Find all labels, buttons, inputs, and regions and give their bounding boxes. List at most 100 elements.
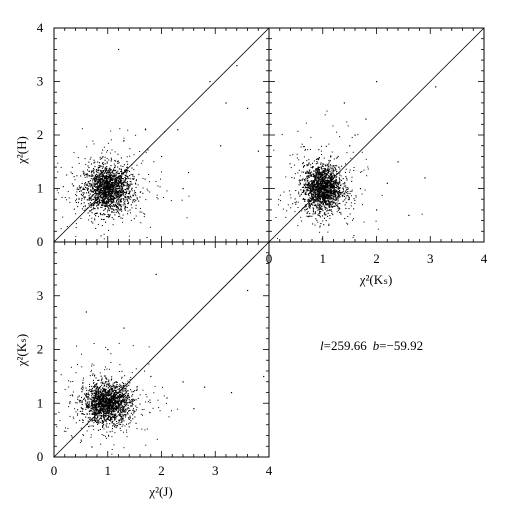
data-point: [112, 185, 114, 187]
data-point: [324, 185, 326, 187]
outlier-point: [376, 81, 378, 83]
data-point: [317, 167, 319, 169]
data-point: [108, 215, 110, 217]
data-point: [118, 188, 120, 190]
data-point: [124, 192, 126, 194]
data-point: [134, 199, 136, 201]
data-point: [112, 201, 114, 203]
data-point: [325, 201, 327, 203]
data-point: [101, 157, 103, 159]
data-point: [337, 188, 339, 190]
data-point: [105, 195, 107, 197]
data-point: [100, 206, 102, 208]
data-point: [110, 400, 112, 402]
data-point: [112, 187, 114, 189]
data-point: [110, 413, 112, 415]
data-point: [107, 216, 109, 218]
data-point: [102, 191, 104, 193]
data-point: [98, 397, 100, 399]
data-point: [327, 195, 329, 197]
data-point: [321, 192, 323, 194]
data-point: [102, 396, 104, 398]
data-point: [114, 197, 116, 199]
data-point: [320, 166, 322, 168]
data-point: [126, 161, 128, 163]
data-point: [107, 183, 109, 185]
data-point: [80, 186, 82, 188]
data-point: [302, 190, 304, 192]
data-point: [88, 402, 90, 404]
data-point: [329, 203, 331, 205]
data-point: [103, 193, 105, 195]
data-point: [101, 422, 103, 424]
data-point: [116, 401, 118, 403]
data-point: [120, 403, 122, 405]
data-point: [317, 168, 319, 170]
data-point: [307, 164, 309, 166]
data-point: [329, 205, 331, 207]
data-point: [318, 183, 320, 185]
data-point: [312, 199, 314, 201]
data-point: [361, 171, 363, 172]
data-point: [166, 190, 168, 192]
data-point: [337, 157, 339, 159]
data-point: [112, 170, 114, 172]
data-point: [115, 381, 117, 383]
data-point: [111, 201, 113, 203]
data-point: [322, 179, 324, 181]
data-point: [117, 160, 119, 162]
data-point: [98, 179, 100, 181]
data-point: [333, 198, 335, 200]
data-point: [309, 173, 311, 175]
data-point: [85, 186, 87, 188]
data-point: [96, 383, 98, 385]
data-point: [307, 187, 309, 188]
data-point: [319, 178, 321, 180]
data-point: [117, 194, 119, 196]
data-point: [296, 157, 298, 159]
data-point: [102, 173, 104, 175]
data-point: [83, 397, 85, 399]
data-point: [100, 189, 102, 191]
data-point: [79, 401, 81, 403]
data-point: [347, 194, 349, 196]
data-point: [327, 181, 329, 183]
data-point: [112, 386, 114, 388]
data-point: [131, 402, 133, 404]
data-point: [96, 199, 98, 201]
data-point: [115, 194, 117, 196]
data-point: [107, 209, 109, 211]
data-point: [318, 189, 320, 191]
data-point: [121, 419, 123, 421]
data-point: [95, 215, 97, 217]
data-point: [97, 187, 99, 189]
data-point: [112, 189, 114, 191]
data-point: [101, 403, 103, 405]
data-point: [363, 169, 365, 171]
data-point: [114, 416, 116, 418]
data-point: [339, 174, 341, 176]
data-point: [343, 190, 345, 192]
data-point: [82, 206, 84, 208]
data-point: [112, 405, 114, 407]
data-point: [118, 184, 120, 186]
data-point: [320, 202, 322, 204]
data-point: [116, 186, 118, 188]
data-point: [111, 178, 113, 180]
data-point: [86, 174, 88, 176]
data-point: [110, 173, 112, 175]
data-point: [332, 199, 334, 201]
data-point: [329, 202, 331, 204]
data-point: [309, 186, 311, 188]
data-point: [304, 179, 306, 181]
data-point: [304, 210, 306, 212]
data-point: [314, 184, 316, 186]
data-point: [122, 418, 124, 420]
data-point: [109, 175, 111, 177]
data-point: [92, 404, 94, 406]
data-point: [112, 185, 114, 187]
data-point: [105, 194, 107, 196]
data-point: [91, 174, 93, 176]
data-point: [119, 168, 121, 170]
data-point: [109, 418, 111, 420]
